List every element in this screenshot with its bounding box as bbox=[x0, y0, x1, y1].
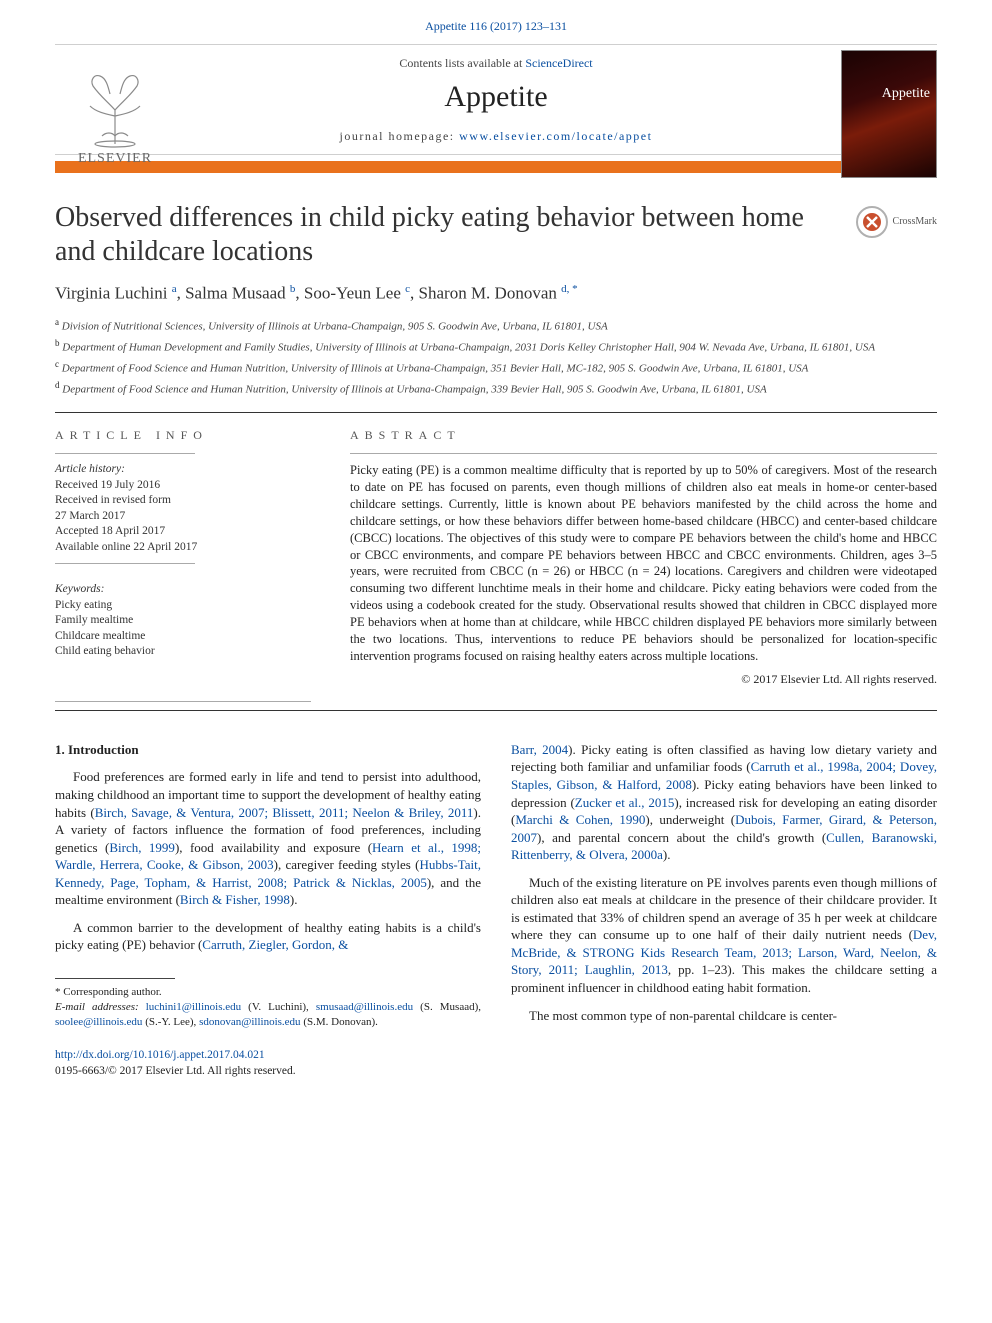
crossmark-label: CrossMark bbox=[893, 215, 937, 229]
elsevier-tree-icon bbox=[78, 66, 152, 148]
footer-block: http://dx.doi.org/10.1016/j.appet.2017.0… bbox=[55, 1048, 937, 1079]
right-column: Barr, 2004). Picky eating is often class… bbox=[511, 741, 937, 1034]
rule bbox=[55, 701, 311, 702]
journal-cover-thumbnail: Appetite bbox=[841, 50, 937, 178]
rule bbox=[55, 412, 937, 413]
abstract-copyright: © 2017 Elsevier Ltd. All rights reserved… bbox=[350, 671, 937, 687]
footnote-rule bbox=[55, 978, 175, 979]
email-link[interactable]: sdonovan@illinois.edu bbox=[199, 1016, 301, 1028]
keywords-block: Keywords: Picky eating Family mealtime C… bbox=[55, 582, 310, 660]
left-column: 1. Introduction Food preferences are for… bbox=[55, 741, 481, 1034]
publisher-wordmark: ELSEVIER bbox=[78, 150, 152, 169]
affiliations: a Division of Nutritional Sciences, Univ… bbox=[55, 316, 937, 398]
citation-link[interactable]: Marchi & Cohen, 1990 bbox=[515, 812, 645, 827]
paragraph: Much of the existing literature on PE in… bbox=[511, 874, 937, 997]
sciencedirect-link[interactable]: ScienceDirect bbox=[525, 56, 592, 70]
doi-link[interactable]: http://dx.doi.org/10.1016/j.appet.2017.0… bbox=[55, 1049, 265, 1061]
paragraph: Barr, 2004). Picky eating is often class… bbox=[511, 741, 937, 864]
accent-bar bbox=[55, 161, 937, 173]
crossmark-badge[interactable]: CrossMark bbox=[855, 205, 937, 239]
article-info-head: ARTICLE INFO bbox=[55, 427, 310, 443]
citation-link[interactable]: Birch & Fisher, 1998 bbox=[180, 892, 290, 907]
author-line: Virginia Luchini a, Salma Musaad b, Soo-… bbox=[55, 282, 937, 306]
rule bbox=[55, 563, 195, 564]
cover-journal-title: Appetite bbox=[882, 85, 930, 104]
journal-homepage-line: journal homepage: www.elsevier.com/locat… bbox=[205, 128, 787, 144]
footnotes: * Corresponding author. E-mail addresses… bbox=[55, 985, 481, 1030]
journal-homepage-link[interactable]: www.elsevier.com/locate/appet bbox=[459, 129, 652, 143]
citation-link[interactable]: Appetite 116 (2017) 123–131 bbox=[425, 19, 567, 33]
contents-line: Contents lists available at ScienceDirec… bbox=[205, 55, 787, 71]
citation-link[interactable]: Zucker et al., 2015 bbox=[575, 795, 675, 810]
paragraph: A common barrier to the development of h… bbox=[55, 919, 481, 954]
abstract-text: Picky eating (PE) is a common mealtime d… bbox=[350, 462, 937, 665]
rule bbox=[55, 710, 937, 711]
citation-link[interactable]: Barr, 2004 bbox=[511, 742, 568, 757]
rule bbox=[350, 453, 937, 454]
crossmark-icon bbox=[855, 205, 889, 239]
citation-link[interactable]: Carruth, Ziegler, Gordon, & bbox=[202, 937, 348, 952]
journal-banner: ELSEVIER Contents lists available at Sci… bbox=[55, 44, 937, 155]
paragraph: The most common type of non-parental chi… bbox=[511, 1007, 937, 1025]
email-link[interactable]: soolee@illinois.edu bbox=[55, 1016, 142, 1028]
abstract-head: ABSTRACT bbox=[350, 427, 937, 443]
body-columns: 1. Introduction Food preferences are for… bbox=[55, 741, 937, 1034]
citation-link[interactable]: Birch, Savage, & Ventura, 2007; Blissett… bbox=[95, 805, 474, 820]
email-link[interactable]: smusaad@illinois.edu bbox=[316, 1001, 413, 1013]
journal-name: Appetite bbox=[205, 77, 787, 118]
email-addresses: E-mail addresses: luchini1@illinois.edu … bbox=[55, 1000, 481, 1030]
section-head: 1. Introduction bbox=[55, 741, 481, 759]
citation-line: Appetite 116 (2017) 123–131 bbox=[55, 0, 937, 44]
corresponding-author: * Corresponding author. bbox=[55, 985, 481, 1000]
publisher-logo: ELSEVIER bbox=[55, 54, 175, 169]
citation-link[interactable]: Birch, 1999 bbox=[109, 840, 175, 855]
rule bbox=[55, 453, 195, 454]
email-link[interactable]: luchini1@illinois.edu bbox=[146, 1001, 241, 1013]
issn-copyright: 0195-6663/© 2017 Elsevier Ltd. All right… bbox=[55, 1064, 937, 1080]
article-title: Observed differences in child picky eati… bbox=[55, 201, 937, 268]
article-history: Article history: Received 19 July 2016 R… bbox=[55, 462, 310, 555]
paragraph: Food preferences are formed early in lif… bbox=[55, 768, 481, 908]
